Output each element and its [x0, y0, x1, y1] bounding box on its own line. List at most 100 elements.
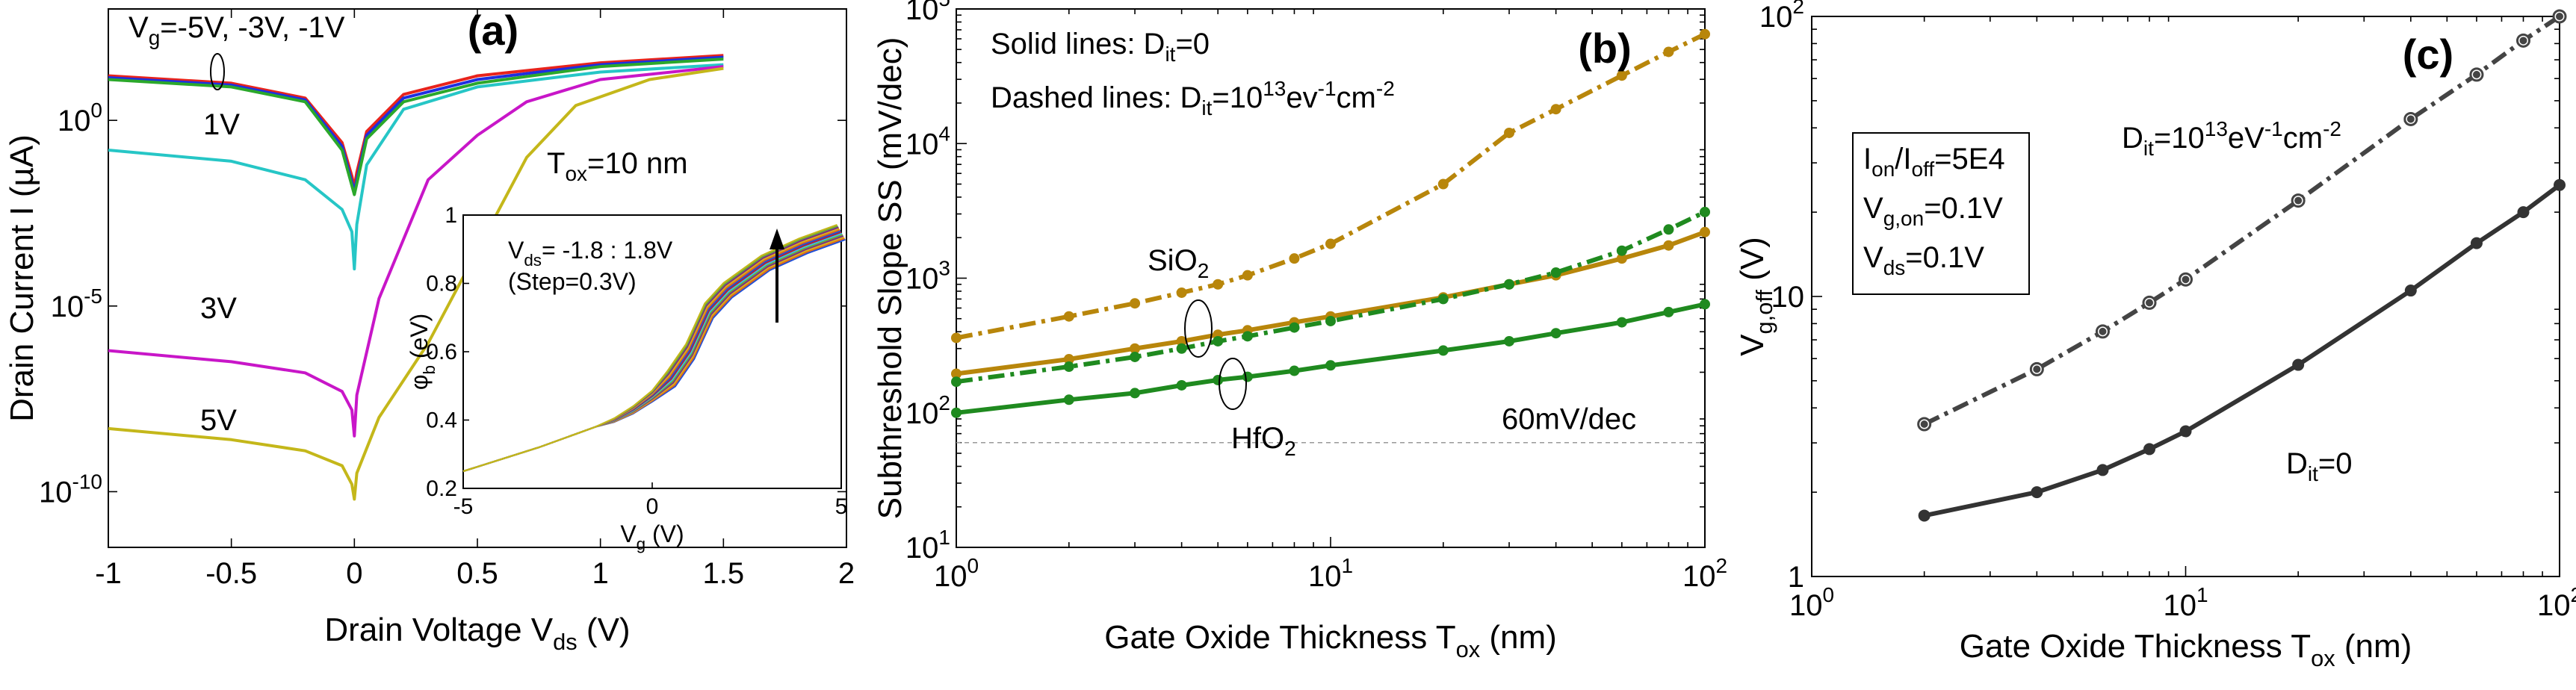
panel-b-marker: [1437, 293, 1449, 305]
panel-a-series-line: [108, 66, 724, 501]
panel-b-marker: [951, 368, 962, 379]
panel-a-series-line: [108, 63, 724, 271]
panel-b-marker: [1176, 343, 1187, 354]
panel-b-hfo2-label: HfO2: [1231, 422, 1296, 460]
panel-b-marker: [951, 332, 962, 344]
panel-b-marker: [1063, 394, 1074, 405]
panel-b-marker: [951, 376, 962, 388]
panel-b-marker: [1700, 299, 1710, 310]
panel-c-marker-fill: [2182, 276, 2190, 284]
panel-c-xtick-label: 102: [2537, 583, 2576, 622]
panel-c-marker-fill: [2033, 365, 2041, 373]
panel-c-marker-fill: [2292, 358, 2305, 371]
panel-a-label-3v: 3V: [200, 292, 237, 325]
panel-c-ytick-label: 10: [1771, 281, 1805, 314]
panel-b-marker: [1325, 315, 1336, 326]
panel-c-xtick-label: 101: [2163, 583, 2208, 622]
inset-xlabel: Vg (V): [620, 520, 684, 553]
inset-ytick-label: 0.2: [426, 476, 457, 501]
panel-b-xtick-label: 101: [1308, 554, 1353, 593]
panel-a-ylabel: Drain Current I (µA): [4, 134, 40, 422]
panel-c-marker-fill: [2404, 285, 2417, 297]
panel-c-marker-fill: [2472, 70, 2480, 78]
panel-c-marker-fill: [2096, 464, 2109, 476]
panel-a-xtick-label: 0.5: [456, 557, 498, 590]
panel-b-marker: [1504, 279, 1515, 290]
panel-c-marker-fill: [2031, 486, 2043, 499]
panel-b-series-line: [956, 32, 1706, 341]
panel-b-marker: [1700, 28, 1710, 40]
panel-b-marker: [1437, 178, 1449, 190]
panel-c-legend-line: Vds=0.1V: [1863, 241, 1984, 279]
panel-a-xtick-label: 2: [838, 557, 855, 590]
panel-b-marker: [1289, 322, 1300, 333]
inset-arrow-head: [770, 229, 784, 249]
panel-c-marker-fill: [2099, 327, 2107, 335]
panel-b-marker: [1242, 371, 1253, 382]
panel-c-marker-fill: [2145, 299, 2153, 307]
panel-c-marker-fill: [1918, 509, 1931, 522]
panel-b-ylabel: Subthreshold Slope SS (mV/dec): [872, 37, 908, 520]
inset-curve: [462, 223, 837, 473]
panel-b-label: (b): [1578, 25, 1632, 72]
panel-b-marker: [1616, 317, 1627, 328]
panel-b-sio2-label: SiO2: [1148, 244, 1209, 282]
panel-b-ytick-label: 105: [905, 0, 950, 26]
panel-b-marker: [1504, 127, 1515, 138]
panel-a-xtick-label: 0: [346, 557, 362, 590]
panel-c-legend-line: Vg,on=0.1V: [1863, 192, 2003, 230]
inset-vds-annotation: Vds= -1.8 : 1.8V: [508, 237, 673, 270]
panel-b-marker: [1130, 298, 1141, 309]
panel-b-marker: [1130, 351, 1141, 362]
panel-a-series-line: [108, 65, 724, 438]
panel-a-tox-annotation: Tox=10 nm: [547, 147, 688, 185]
panel-b-marker: [1176, 287, 1187, 298]
panel-c-label: (c): [2403, 31, 2453, 78]
panel-c-legend-line: Ion/Ioff=5E4: [1863, 143, 2005, 181]
panel-b-marker: [1663, 46, 1674, 58]
panel-a-ytick-label: 100: [58, 99, 102, 137]
panel-b-marker: [1130, 343, 1141, 354]
panel-b-xtick-label: 100: [934, 554, 979, 593]
panel-a-xlabel: Drain Voltage Vds (V): [324, 612, 630, 655]
panel-b-marker: [1213, 279, 1224, 290]
panel-a-xtick-label: 1.5: [703, 557, 745, 590]
panel-b-series-line: [956, 229, 1706, 376]
panel-b-marker: [1130, 388, 1141, 399]
panel-b-marker: [1242, 270, 1253, 281]
panel-a-label-1v: 1V: [203, 108, 240, 141]
panel-b-marker: [1550, 328, 1561, 339]
panel-b-marker: [1700, 226, 1710, 237]
panel-b-marker: [1700, 206, 1710, 217]
panel-b-ytick-label: 101: [905, 526, 950, 565]
panel-b-legend-solid: Solid lines: Dit=0: [991, 28, 1210, 66]
panel-b-marker: [1213, 335, 1224, 346]
panel-c-dit-high-label: Dit=1013eV-1cm-2: [2122, 117, 2341, 160]
panel-b-marker: [1663, 224, 1674, 235]
panel-b-series-line: [956, 302, 1706, 415]
panel-b-sio2-ellipse: [1184, 299, 1213, 358]
panel-b-marker: [1213, 374, 1224, 385]
panel-b-marker: [1437, 345, 1449, 356]
panel-b-marker: [1063, 361, 1074, 373]
panel-c-marker-fill: [2556, 13, 2563, 20]
panel-c-legend-box: [1852, 132, 2030, 295]
panel-a-ytick-label: 10-10: [39, 470, 102, 509]
panel-b-marker: [1325, 238, 1336, 249]
panel-b-marker: [1289, 253, 1300, 264]
panel-c-ylabel: Vg,off (V): [1734, 237, 1777, 356]
panel-a-label: (a): [468, 7, 518, 54]
panel-a-xtick-label: -0.5: [205, 557, 257, 590]
panel-c-marker-fill: [2406, 115, 2415, 123]
panel-c-marker-fill: [1920, 420, 1928, 428]
panel-c-marker-fill: [2470, 237, 2483, 249]
panel-a-group-ellipse: [210, 53, 225, 90]
panel-b-series-line: [956, 210, 1706, 385]
panel-a-xtick-label: -1: [95, 557, 122, 590]
inset-ytick-label: 1: [445, 203, 457, 228]
panel-b-marker: [1176, 379, 1187, 391]
panel-c-ytick-label: 1: [1788, 561, 1804, 594]
panel-a-label-5v: 5V: [200, 404, 237, 437]
panel-c-marker-fill: [2517, 206, 2530, 219]
